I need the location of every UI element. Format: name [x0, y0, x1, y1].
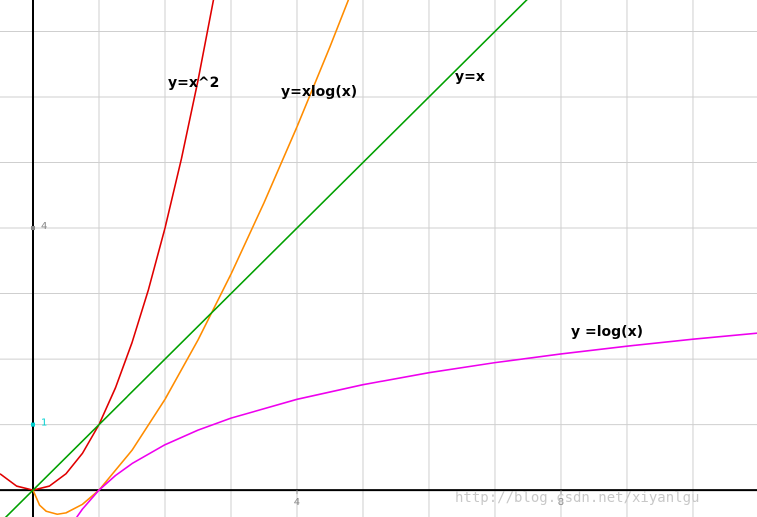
curve-label: y=xlog(x): [281, 84, 357, 100]
curve: [32, 0, 350, 516]
watermark: http://blog.csdn.net/xiyanlgu: [455, 490, 699, 506]
curve: [75, 332, 757, 517]
y-tick-label: 4: [41, 221, 47, 232]
curve-label: y =log(x): [571, 324, 643, 340]
y-tick: [30, 226, 35, 231]
y-tick-label: 1: [41, 418, 47, 429]
curve-label: y=x^2: [168, 75, 219, 91]
curve: [4, 0, 528, 517]
curve: [0, 0, 215, 491]
x-tick-label: 4: [294, 497, 300, 508]
y-tick: [30, 422, 35, 427]
curve-label: y=x: [455, 69, 485, 85]
x-tick-label: 8: [558, 497, 564, 508]
